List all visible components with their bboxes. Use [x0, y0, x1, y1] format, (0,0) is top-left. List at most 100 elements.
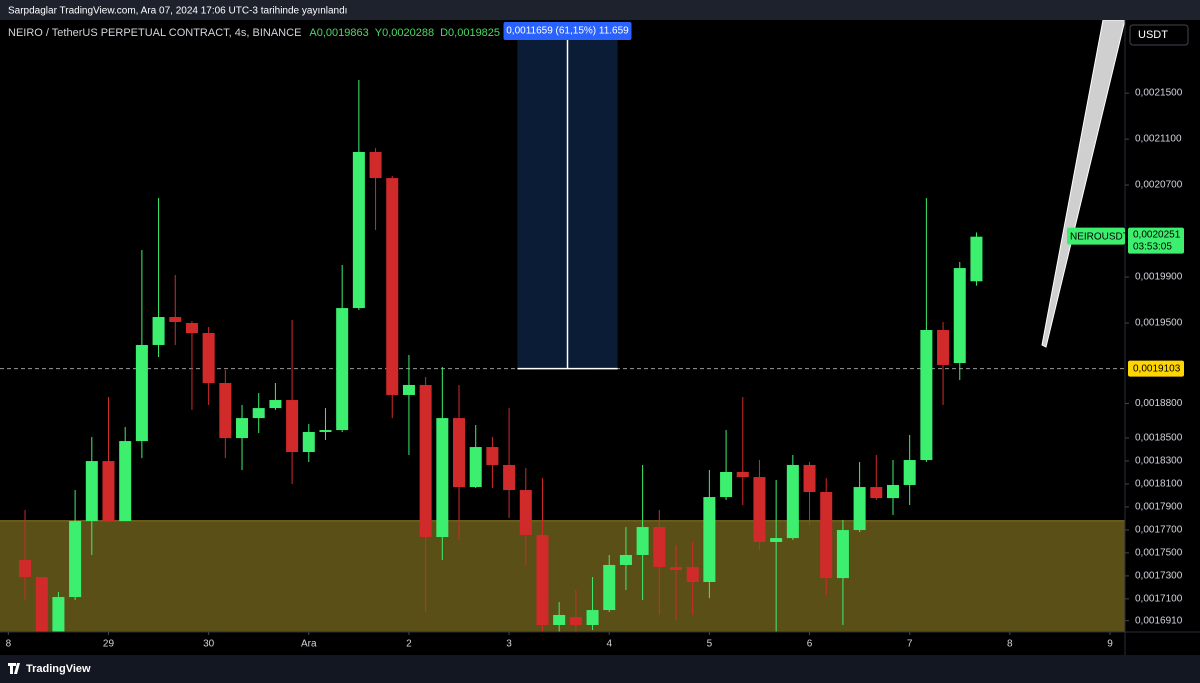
candle-body — [35, 577, 48, 632]
y-tick-label: 0,0018300 — [1135, 456, 1183, 467]
candle-body — [653, 527, 666, 568]
candle-body — [152, 317, 165, 345]
candle-body — [486, 447, 499, 465]
y-tick-label: 0,0017900 — [1135, 502, 1183, 513]
candle-body — [603, 564, 616, 611]
candle-body — [19, 560, 32, 578]
x-tick-label: 29 — [103, 639, 115, 650]
candle-body — [536, 534, 549, 625]
currency-button[interactable] — [1129, 24, 1189, 46]
y-tick-label: 0,0018800 — [1135, 398, 1183, 409]
ohlc-label: Y0,0020288 — [375, 27, 434, 39]
candle-body — [703, 497, 716, 582]
candle-body — [820, 491, 833, 579]
candle-body — [886, 484, 899, 499]
candle-body — [970, 236, 983, 282]
zone — [0, 520, 1125, 632]
candle-body — [453, 418, 466, 488]
candle-body — [586, 610, 599, 625]
candle-body — [686, 567, 699, 582]
symbol-label-box — [1067, 227, 1125, 245]
symbol-text: NEIRO / TetherUS PERPETUAL CONTRACT, 4s,… — [8, 27, 301, 39]
candle-body — [252, 408, 265, 419]
candle-body — [870, 487, 883, 499]
candle-body — [336, 308, 349, 431]
brand-text: TradingView — [26, 663, 91, 675]
candle-body — [352, 151, 365, 309]
candle-body — [937, 330, 950, 365]
y-tick-label: 0,0017100 — [1135, 594, 1183, 605]
candle-body — [269, 400, 282, 409]
x-tick-label: 2 — [406, 639, 412, 650]
candle-body — [770, 538, 783, 542]
x-tick-label: 7 — [907, 639, 913, 650]
candle-body — [85, 461, 98, 522]
x-tick-label: 3 — [506, 639, 512, 650]
y-tick-label: 0,0019500 — [1135, 318, 1183, 329]
level-label-box — [1128, 360, 1184, 377]
candle-body — [386, 178, 399, 395]
candle-body — [436, 418, 449, 538]
candle-body — [102, 461, 115, 522]
y-tick-label: 0,0017300 — [1135, 571, 1183, 582]
level-label: 0,0019103 — [1133, 363, 1181, 374]
y-tick-label: 0,0018500 — [1135, 433, 1183, 444]
candle-body — [286, 400, 299, 452]
x-tick-label: 4 — [606, 639, 612, 650]
candle-body — [202, 333, 215, 384]
candle-body — [553, 614, 566, 625]
candle-body — [636, 527, 649, 555]
candle-body — [853, 487, 866, 531]
y-tick-label: 0,0017500 — [1135, 548, 1183, 559]
candle-body — [669, 567, 683, 571]
countdown-label: 03:53:05 — [1133, 241, 1172, 252]
published-text: Sarpdaglar TradingView.com, Ara 07, 2024… — [8, 6, 347, 17]
candle-body — [720, 471, 733, 498]
candle-body — [185, 323, 198, 334]
x-tick-label: 8 — [6, 639, 12, 650]
candle-body — [519, 490, 532, 535]
ohlc-label: A0,0019863 — [309, 27, 368, 39]
candle-body — [169, 317, 182, 322]
candle-body — [803, 464, 816, 492]
candle-body — [736, 471, 749, 478]
candle-body — [402, 384, 415, 395]
candle-body — [836, 530, 849, 579]
candle-body — [236, 418, 249, 439]
footer-bar — [0, 655, 1200, 683]
header-bar — [0, 0, 1200, 20]
x-tick-label: Ara — [301, 639, 317, 650]
candle-body — [219, 383, 232, 439]
candle-body — [319, 430, 332, 432]
candle-body — [619, 554, 632, 565]
y-tick-label: 0,0020700 — [1135, 180, 1183, 191]
candle-body — [953, 268, 966, 364]
measure-label: 0,0011659 (61,15%) 11.659 — [506, 26, 629, 37]
candle-body — [302, 431, 315, 452]
currency-label[interactable]: USDT — [1138, 29, 1168, 41]
y-tick-label: 0,0018100 — [1135, 479, 1183, 490]
price-label: 0,0020251 — [1133, 229, 1181, 240]
candle-body — [903, 460, 916, 485]
candle-body — [569, 617, 582, 625]
candle-body — [369, 151, 382, 179]
x-tick-label: 8 — [1007, 639, 1013, 650]
candle-body — [786, 464, 799, 539]
x-tick-label: 9 — [1107, 639, 1113, 650]
candle-body — [69, 521, 82, 598]
y-tick-label: 0,0017700 — [1135, 525, 1183, 536]
candle-body — [753, 477, 766, 542]
candle-body — [52, 597, 65, 632]
brand-logo — [8, 663, 20, 674]
x-tick-label: 6 — [807, 639, 813, 650]
candle-body — [920, 330, 933, 461]
y-tick-label: 0,0016910 — [1135, 615, 1183, 626]
y-tick-label: 0,0021100 — [1135, 134, 1182, 145]
x-tick-label: 30 — [203, 639, 215, 650]
candle-body — [419, 384, 432, 538]
candle-body — [503, 464, 516, 491]
y-tick-label: 0,0021500 — [1135, 88, 1183, 99]
y-tick-label: 0,0019900 — [1135, 272, 1183, 283]
candle-body — [469, 447, 482, 488]
